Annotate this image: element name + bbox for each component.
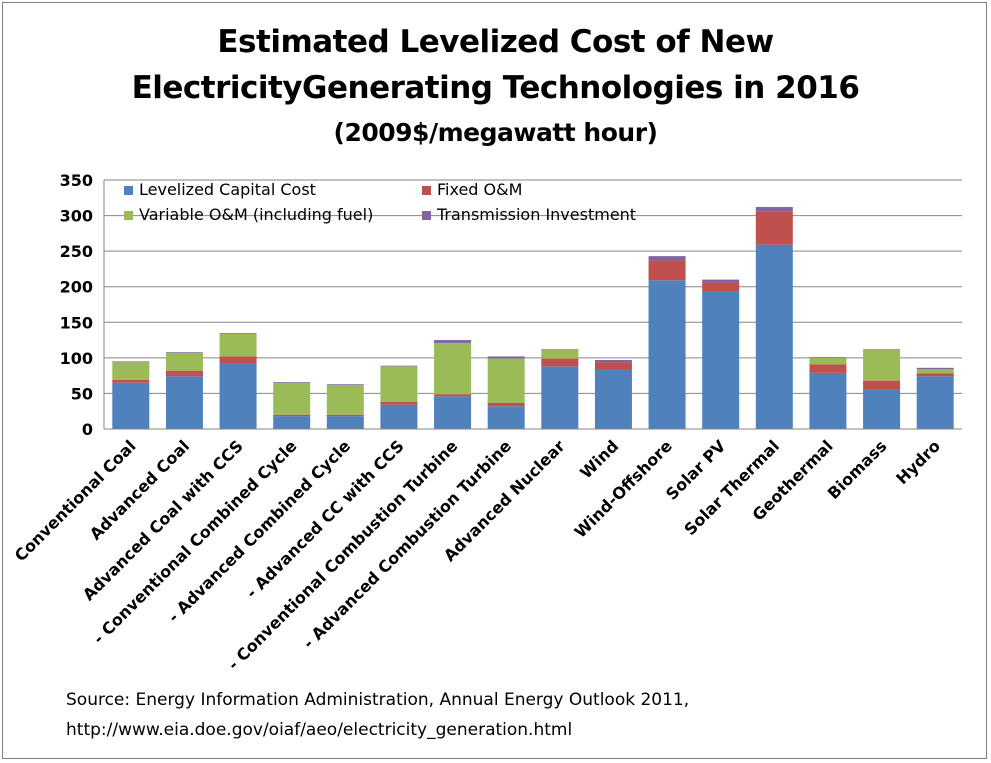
chart-title: Estimated Levelized Cost of New <box>217 24 774 60</box>
chart-title-line-2: ElectricityGenerating Technologies in 20… <box>131 70 860 106</box>
x-tick-label: Wind-Offshore <box>571 436 676 541</box>
bar-segment <box>219 332 257 334</box>
bar-segment <box>702 290 740 429</box>
bar-segment <box>380 365 418 367</box>
bar-segment <box>755 211 793 245</box>
x-tick-label: Wind <box>576 436 622 482</box>
bar-segment <box>273 414 311 417</box>
bar-segment <box>863 349 901 351</box>
bar-segment <box>916 369 954 374</box>
bar-segment <box>219 363 257 429</box>
bar-segment <box>594 359 632 363</box>
bar-segment <box>541 349 579 351</box>
bar-segment <box>380 404 418 429</box>
x-tick-label: Biomass <box>824 436 891 503</box>
legend-label: Transmission Investment <box>436 205 636 224</box>
y-tick-label: 200 <box>60 278 93 297</box>
bar-segment <box>165 352 203 353</box>
bar-segment <box>112 382 150 429</box>
bar-segment <box>273 382 311 383</box>
y-tick-label: 50 <box>71 384 93 403</box>
bar-segment <box>487 402 525 407</box>
y-tick-label: 150 <box>60 313 93 332</box>
bar-segment <box>809 364 847 373</box>
bar-segment <box>541 358 579 367</box>
legend-label: Levelized Capital Cost <box>139 180 316 199</box>
legend-label: Variable O&M (including fuel) <box>139 205 373 224</box>
bar-segment <box>112 361 150 363</box>
bar-segment <box>326 384 364 385</box>
bar-segment <box>594 362 632 370</box>
bar-segment <box>165 352 203 371</box>
bar-segment <box>326 414 364 417</box>
bar-segment <box>541 366 579 429</box>
bar-segment <box>809 357 847 358</box>
bar-segment <box>916 376 954 429</box>
bar-segment <box>648 260 686 281</box>
bar-segment <box>809 372 847 429</box>
y-tick-label: 300 <box>60 207 93 226</box>
bar-segment <box>648 280 686 429</box>
bar-segment <box>541 350 579 359</box>
chart-subtitle: (2009$/megawatt hour) <box>333 118 658 147</box>
bar-segment <box>916 373 954 377</box>
bar-segment <box>648 256 686 261</box>
x-tick-label: Advanced Coal <box>86 436 193 543</box>
bar-segment <box>863 389 901 429</box>
bar-segment <box>863 380 901 390</box>
bar-segment <box>487 356 525 359</box>
legend-label: Fixed O&M <box>437 180 522 199</box>
legend-swatch <box>422 186 431 195</box>
bar-segment <box>434 340 472 343</box>
bar-segment <box>326 384 364 415</box>
legend-swatch <box>124 211 133 220</box>
bar-segment <box>702 279 740 283</box>
bar-segment <box>487 358 525 403</box>
source-note: Source: Energy Information Administratio… <box>66 690 690 710</box>
bar-segment <box>165 370 203 377</box>
bar-segment <box>434 342 472 395</box>
bar-segment <box>916 367 954 370</box>
bar-segment <box>434 396 472 429</box>
bar-segment <box>755 244 793 429</box>
bar-segment <box>112 379 150 383</box>
bar-segment <box>273 416 311 429</box>
bar-segment <box>702 282 740 291</box>
legend-swatch <box>124 186 133 195</box>
bar-segment <box>273 382 311 415</box>
bar-segment <box>165 376 203 429</box>
legend-swatch <box>422 211 431 220</box>
bar-segment <box>434 394 472 397</box>
bars <box>112 207 954 429</box>
bar-segment <box>487 406 525 429</box>
bar-segment <box>755 207 793 212</box>
bar-segment <box>219 356 257 364</box>
source-url: http://www.eia.doe.gov/oiaf/aeo/electric… <box>66 720 573 740</box>
y-tick-label: 250 <box>60 242 93 261</box>
bar-segment <box>380 401 418 405</box>
bar-segment <box>112 362 150 380</box>
bar-segment <box>326 416 364 429</box>
bar-segment <box>594 369 632 429</box>
bar-segment <box>380 366 418 402</box>
bar-segment <box>219 333 257 357</box>
y-tick-label: 0 <box>82 420 93 439</box>
y-tick-label: 350 <box>60 171 93 190</box>
y-tick-label: 100 <box>60 349 93 368</box>
legend: Levelized Capital Cost Fixed O&M Variable … <box>124 180 636 224</box>
x-tick-label: Solar Thermal <box>680 436 783 539</box>
x-tick-label: Hydro <box>892 436 944 488</box>
bar-segment <box>863 350 901 381</box>
bar-segment <box>809 357 847 365</box>
